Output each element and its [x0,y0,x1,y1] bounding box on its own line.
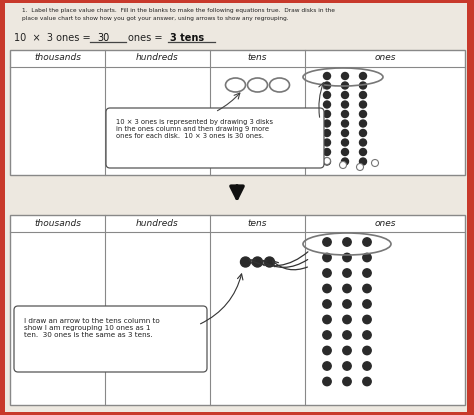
Circle shape [343,253,351,262]
Circle shape [323,362,331,370]
Circle shape [343,331,351,339]
Circle shape [323,120,330,127]
Ellipse shape [339,161,346,168]
Circle shape [323,149,330,156]
Circle shape [323,110,330,117]
Text: 3 tens: 3 tens [170,33,204,43]
Text: 10 × 3 ones is represented by drawing 3 disks
in the ones column and then drawin: 10 × 3 ones is represented by drawing 3 … [116,119,273,139]
Circle shape [323,346,331,355]
Circle shape [323,129,330,137]
Text: ones: ones [374,54,396,63]
Circle shape [363,284,371,293]
FancyBboxPatch shape [106,108,324,168]
Text: ones =: ones = [128,33,163,43]
Circle shape [323,73,330,80]
Circle shape [341,110,348,117]
Circle shape [359,139,366,146]
Circle shape [323,300,331,308]
Circle shape [341,101,348,108]
Circle shape [363,362,371,370]
Circle shape [341,120,348,127]
Circle shape [341,139,348,146]
Circle shape [323,331,331,339]
Circle shape [343,284,351,293]
Circle shape [343,362,351,370]
Text: thousands: thousands [34,54,81,63]
Circle shape [359,91,366,98]
Circle shape [323,269,331,277]
Circle shape [323,101,330,108]
Bar [10,215,465,405]
Circle shape [359,158,366,165]
Text: 30: 30 [97,33,109,43]
Text: 1.  Label the place value charts.  Fill in the blanks to make the following equa: 1. Label the place value charts. Fill in… [22,8,335,13]
Ellipse shape [226,78,246,92]
Circle shape [359,149,366,156]
Circle shape [363,331,371,339]
Text: hundreds: hundreds [136,219,179,227]
Circle shape [363,253,371,262]
FancyBboxPatch shape [14,306,207,372]
Circle shape [359,101,366,108]
Text: tens: tens [248,219,267,227]
Circle shape [341,91,348,98]
Circle shape [363,377,371,386]
Text: hundreds: hundreds [136,54,179,63]
Circle shape [343,346,351,355]
Circle shape [341,129,348,137]
Circle shape [323,91,330,98]
Circle shape [343,300,351,308]
Circle shape [359,120,366,127]
Circle shape [253,257,263,267]
Text: thousands: thousands [34,219,81,227]
Text: ones: ones [374,219,396,227]
Circle shape [323,315,331,324]
Circle shape [341,82,348,89]
Circle shape [363,269,371,277]
Circle shape [341,73,348,80]
Ellipse shape [323,158,330,164]
Circle shape [359,82,366,89]
Circle shape [359,73,366,80]
Circle shape [341,149,348,156]
Circle shape [343,315,351,324]
Bar [10,50,465,175]
Circle shape [343,269,351,277]
Circle shape [323,284,331,293]
Circle shape [323,238,331,246]
Text: 10  ×  3 ones =: 10 × 3 ones = [14,33,91,43]
Circle shape [323,139,330,146]
Circle shape [323,82,330,89]
Circle shape [323,377,331,386]
Circle shape [323,158,330,165]
Circle shape [363,315,371,324]
Circle shape [359,129,366,137]
Circle shape [359,110,366,117]
Text: I draw an arrow to the tens column to
show I am regrouping 10 ones as 1
ten.  30: I draw an arrow to the tens column to sh… [24,318,160,338]
Ellipse shape [356,164,364,171]
Circle shape [363,238,371,246]
Text: place value chart to show how you got your answer, using arrows to show any regr: place value chart to show how you got yo… [22,16,289,21]
Circle shape [341,158,348,165]
Circle shape [363,346,371,355]
Ellipse shape [270,78,290,92]
Circle shape [264,257,274,267]
Text: tens: tens [248,54,267,63]
Circle shape [323,253,331,262]
Circle shape [363,300,371,308]
Circle shape [343,238,351,246]
FancyBboxPatch shape [5,3,467,412]
Circle shape [343,377,351,386]
Ellipse shape [247,78,267,92]
Circle shape [240,257,250,267]
Ellipse shape [372,159,379,166]
